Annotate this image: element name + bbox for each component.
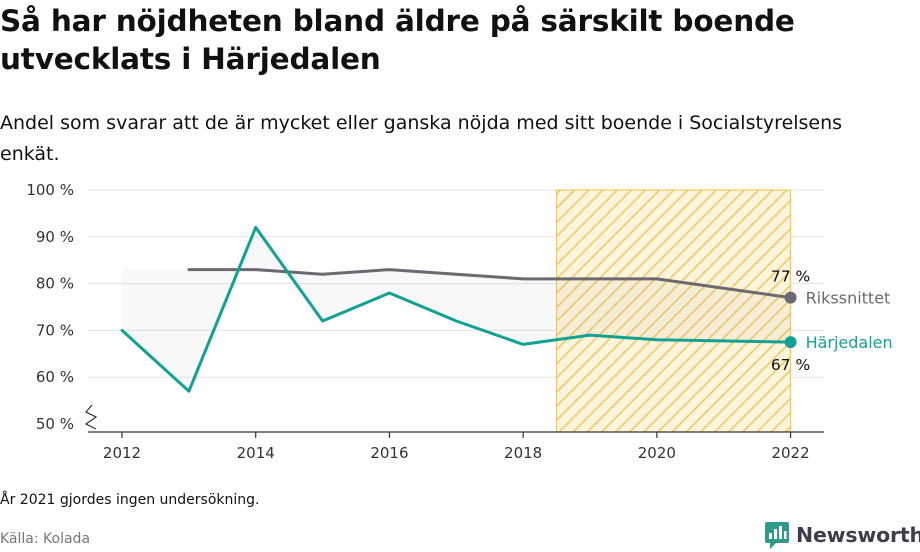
series-name-label: Rikssnittet [806, 289, 891, 308]
newsworthy-logo-icon [765, 522, 789, 549]
highlight-period-area [556, 189, 792, 433]
chart-subtitle: Andel som svarar att de är mycket eller … [0, 112, 843, 165]
series-labels: Rikssnittet 77 % Härjedalen 67 % [771, 268, 893, 374]
gridlines: 50 % 60 % 70 % 80 % 90 % 100 % [26, 181, 824, 433]
y-tick-label: 80 % [36, 275, 74, 293]
x-axis: 2012 2014 2016 2018 2020 2022 [84, 404, 824, 462]
axis-break-marker [84, 404, 98, 430]
source-note: Källa: Kolada [0, 531, 91, 547]
newsworthy-logo: Newsworthy [764, 518, 920, 552]
y-tick-label: 60 % [36, 368, 74, 386]
brand-name: Newsworthy [796, 523, 920, 547]
end-value-label: 67 % [771, 356, 810, 374]
y-tick-label: 70 % [36, 321, 74, 339]
x-tick-label: 2022 [771, 444, 809, 462]
line-chart: 50 %60 %70 %80 %90 %100 % 2012 2014 2016 20… [26, 181, 893, 462]
x-tick-label: 2018 [504, 444, 542, 462]
x-tick-label: 2012 [103, 444, 141, 462]
series-line-1 [187, 268, 793, 300]
footnote: År 2021 gjordes ingen undersökning. [0, 492, 260, 508]
difference-band-area [122, 227, 791, 392]
chart-title: Så har nöjdheten bland äldre på särskilt… [0, 4, 795, 76]
series-end-point-1 [784, 291, 797, 304]
difference-band [122, 227, 791, 392]
x-tick-label: 2014 [237, 444, 275, 462]
highlight-period [556, 189, 792, 433]
series-lines [120, 225, 797, 393]
series-end-point-2 [784, 336, 797, 349]
y-tick-label: 90 % [36, 228, 74, 246]
end-value-label: 77 % [771, 268, 810, 286]
series-name-label: Härjedalen [806, 333, 893, 352]
y-tick-label: 50 % [36, 415, 74, 433]
x-tick-label: 2016 [370, 444, 408, 462]
series-line-2 [120, 225, 793, 393]
y-tick-label: 100 % [26, 181, 74, 199]
x-tick-label: 2020 [638, 444, 676, 462]
